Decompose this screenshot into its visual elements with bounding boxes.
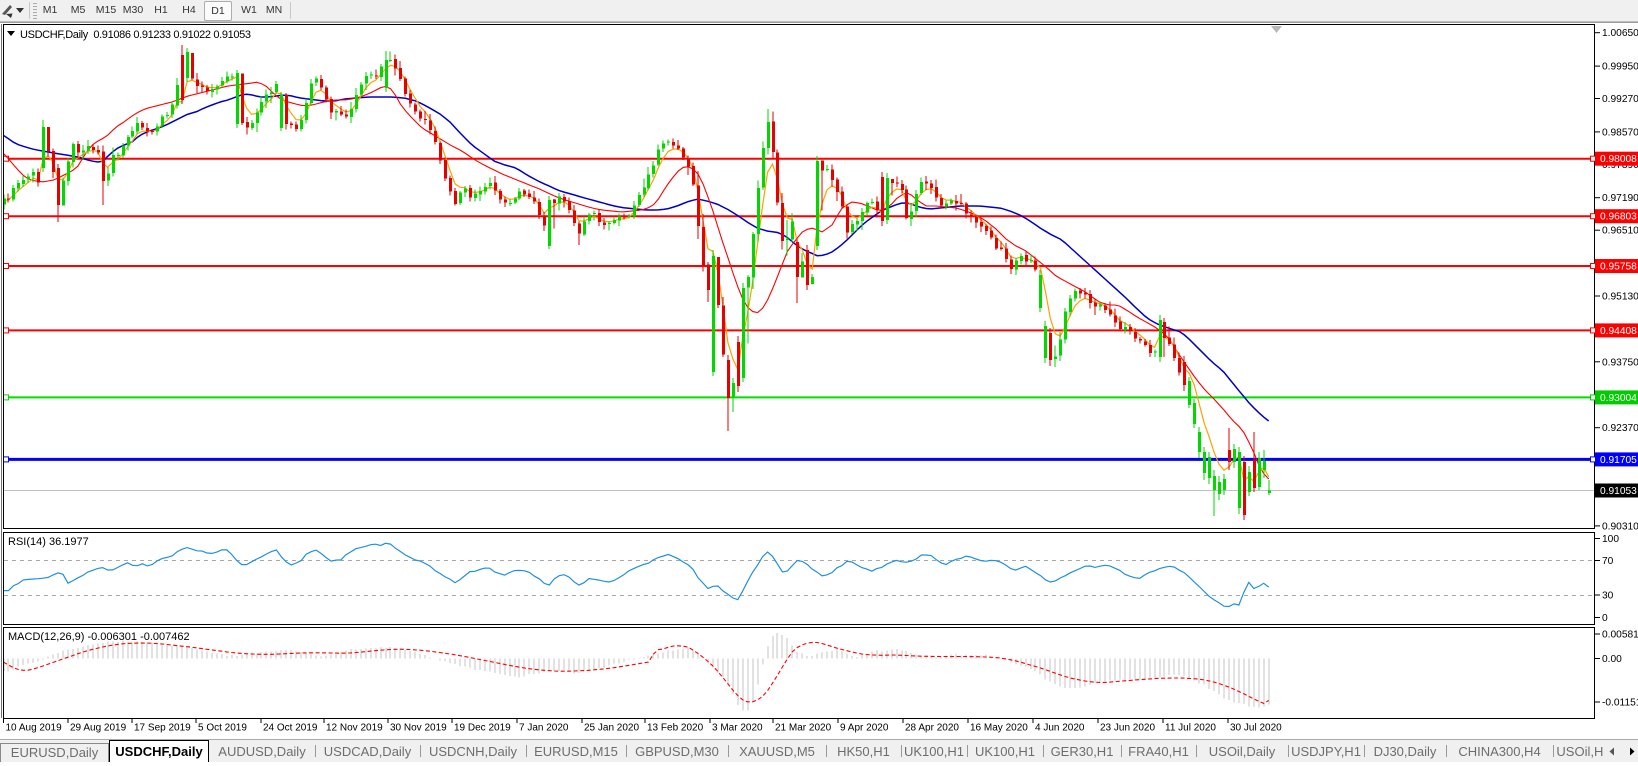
svg-text:0.91053: 0.91053	[1600, 486, 1637, 497]
svg-text:28 Apr 2020: 28 Apr 2020	[905, 723, 959, 734]
svg-text:0.98570: 0.98570	[1602, 127, 1638, 138]
svg-text:4 Jun 2020: 4 Jun 2020	[1035, 723, 1085, 734]
svg-text:23 Jun 2020: 23 Jun 2020	[1100, 723, 1155, 734]
svg-text:10 Aug 2019: 10 Aug 2019	[6, 723, 63, 734]
svg-text:11 Jul 2020: 11 Jul 2020	[1165, 723, 1216, 734]
svg-text:0: 0	[1602, 613, 1608, 624]
svg-text:30 Jul 2020: 30 Jul 2020	[1230, 723, 1282, 734]
svg-text:7 Jan 2020: 7 Jan 2020	[519, 723, 569, 734]
svg-text:25 Jan 2020: 25 Jan 2020	[584, 723, 639, 734]
svg-text:3 Mar 2020: 3 Mar 2020	[712, 723, 763, 734]
svg-text:0.93750: 0.93750	[1602, 357, 1638, 368]
svg-text:0.91705: 0.91705	[1600, 455, 1637, 466]
svg-text:17 Sep 2019: 17 Sep 2019	[134, 723, 191, 734]
svg-text:0.94408: 0.94408	[1600, 326, 1637, 337]
svg-text:5 Oct 2019: 5 Oct 2019	[198, 723, 247, 734]
svg-text:12 Nov 2019: 12 Nov 2019	[326, 723, 383, 734]
svg-text:16 May 2020: 16 May 2020	[970, 723, 1028, 734]
svg-text:0.99270: 0.99270	[1602, 94, 1638, 105]
svg-text:0.00: 0.00	[1602, 654, 1622, 665]
svg-text:1.00650: 1.00650	[1602, 28, 1638, 39]
svg-text:70: 70	[1602, 556, 1614, 567]
svg-text:0.96803: 0.96803	[1600, 212, 1637, 223]
svg-text:100: 100	[1602, 534, 1619, 545]
svg-text:0.005818: 0.005818	[1602, 630, 1638, 641]
svg-text:30 Nov 2019: 30 Nov 2019	[390, 723, 447, 734]
svg-text:0.92370: 0.92370	[1602, 423, 1638, 434]
svg-text:0.97190: 0.97190	[1602, 193, 1638, 204]
svg-text:-0.011514: -0.011514	[1602, 698, 1638, 709]
svg-text:USDCHF,Daily 0.91086 0.91233: USDCHF,Daily 0.91086 0.91233 0.91022 0.9…	[20, 29, 251, 41]
svg-text:MACD(12,26,9) -0.006301 -0.007: MACD(12,26,9) -0.006301 -0.007462	[8, 631, 190, 643]
svg-text:30: 30	[1602, 591, 1614, 602]
svg-text:21 Mar 2020: 21 Mar 2020	[775, 723, 832, 734]
svg-text:29 Aug 2019: 29 Aug 2019	[70, 723, 127, 734]
svg-text:9 Apr 2020: 9 Apr 2020	[840, 723, 889, 734]
svg-text:0.93004: 0.93004	[1600, 393, 1637, 404]
svg-text:0.95758: 0.95758	[1600, 262, 1637, 273]
svg-text:13 Feb 2020: 13 Feb 2020	[647, 723, 704, 734]
svg-text:0.98008: 0.98008	[1600, 154, 1637, 165]
svg-text:0.90310: 0.90310	[1602, 521, 1638, 532]
svg-text:0.99950: 0.99950	[1602, 62, 1638, 73]
svg-text:0.95130: 0.95130	[1602, 292, 1638, 303]
svg-text:RSI(14) 36.1977: RSI(14) 36.1977	[8, 536, 89, 548]
svg-text:19 Dec 2019: 19 Dec 2019	[454, 723, 511, 734]
svg-text:24 Oct 2019: 24 Oct 2019	[263, 723, 318, 734]
svg-text:0.96510: 0.96510	[1602, 226, 1638, 237]
